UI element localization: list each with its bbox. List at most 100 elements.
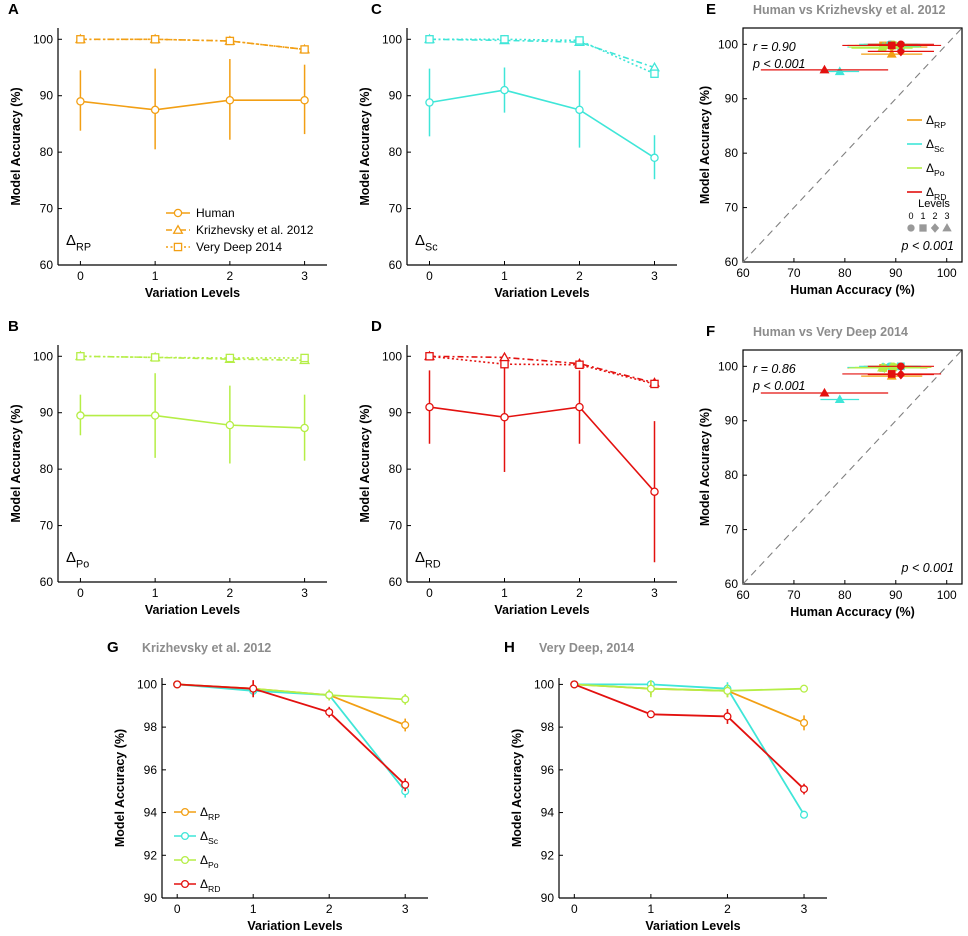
panel-a: 0 1 2 3 60 70 80 90 100 Variation Levels Model Acc… <box>9 28 327 300</box>
levels-marker-diamond <box>930 223 940 233</box>
panel-d-ytick-label: 70 <box>389 519 403 533</box>
identity-diagonal <box>742 27 963 263</box>
series-line-square <box>80 38 305 51</box>
legend-label: Very Deep 2014 <box>196 240 282 254</box>
data-point-square <box>650 69 659 78</box>
panel-f-xlabel: Human Accuracy (%) <box>790 605 915 619</box>
series-line-po <box>574 683 805 692</box>
panel-c-ylabel: Model Accuracy (%) <box>358 87 372 205</box>
panel-g-ylabel: Model Accuracy (%) <box>113 729 127 847</box>
panel-g-xtick-label: 3 <box>402 902 409 916</box>
delta-label-symbol: Δ <box>66 232 76 249</box>
panel-e-xtick-label: 70 <box>787 266 801 280</box>
delta-label-symbol: Δ <box>415 232 425 249</box>
panel-b-ytick-label: 90 <box>40 406 54 420</box>
series-line-rd <box>573 683 805 790</box>
data-point-square <box>76 352 85 361</box>
legend-label-subscript: RP <box>934 120 946 130</box>
data-point <box>646 710 655 719</box>
data-point <box>799 785 809 794</box>
series-line-circle <box>80 414 305 429</box>
series-line-circle <box>429 89 655 159</box>
data-point-circle <box>150 411 160 420</box>
scatter-point-triangle <box>886 48 897 58</box>
panel-e-ytick-label: 80 <box>725 146 739 160</box>
delta-label-subscript: Sc <box>425 241 438 253</box>
panel-h-xtick-label: 3 <box>801 902 808 916</box>
panel-label-h: H <box>504 639 515 656</box>
data-point <box>173 680 182 689</box>
scatter-point-square <box>887 41 896 50</box>
panel-g-ytick-label: 92 <box>144 848 158 862</box>
legend-label-symbol: Δ <box>926 137 934 151</box>
series-line-square <box>429 38 655 75</box>
panel-d-xtick-label: 2 <box>576 586 583 600</box>
data-point <box>401 780 410 789</box>
levels-title: Levels <box>918 198 950 210</box>
panel-title: Human vs Krizhevsky et al. 2012 <box>753 3 946 17</box>
data-point-square <box>650 379 659 389</box>
levels-tick: 1 <box>920 211 925 221</box>
data-point-square <box>425 352 434 361</box>
legend-label: ΔPo <box>200 853 219 870</box>
legend-marker-square <box>173 242 183 252</box>
data-point <box>723 712 732 721</box>
delta-label-subscript: Po <box>76 558 89 570</box>
delta-label-symbol: Δ <box>66 549 76 566</box>
panel-d-ytick-label: 90 <box>389 406 403 420</box>
data-point <box>570 680 579 689</box>
panel-f-ytick-label: 90 <box>725 414 739 428</box>
panel-c-ytick-label: 60 <box>389 258 403 272</box>
panel-label-c: C <box>371 1 382 18</box>
series-line-sc <box>177 683 406 792</box>
panel-g-ytick-label: 94 <box>144 806 158 820</box>
panel-g: 0 1 2 3 90 92 94 96 98 100 Variation Levels Model A… <box>113 641 428 933</box>
delta-label-subscript: RP <box>76 241 91 253</box>
legend-label-subscript: RP <box>208 812 220 822</box>
legend-marker-circle <box>173 208 183 218</box>
panel-c-ytick-label: 100 <box>382 32 402 46</box>
panel-label-a: A <box>8 1 19 18</box>
data-point <box>799 810 809 819</box>
panel-label-b: B <box>8 318 19 335</box>
panel-d-ytick-label: 60 <box>389 575 403 589</box>
panel-e-xtick-label: 60 <box>736 266 750 280</box>
levels-marker-triangle <box>942 223 952 232</box>
panel-b-ytick-label: 60 <box>40 575 54 589</box>
correlation-p: p < 0.001 <box>752 57 805 71</box>
panel-label-e: E <box>706 1 716 18</box>
data-point-circle <box>150 105 160 115</box>
panel-a-ytick-label: 70 <box>40 202 54 216</box>
data-point-circle <box>425 98 434 107</box>
panel-b-ylabel: Model Accuracy (%) <box>9 404 23 522</box>
panel-b-ytick-label: 70 <box>40 519 54 533</box>
panel-f-xtick-label: 90 <box>889 588 903 602</box>
panel-g-xtick-label: 1 <box>250 902 257 916</box>
data-point <box>646 684 655 693</box>
panel-f-frame <box>742 349 963 585</box>
levels-tick: 3 <box>944 211 949 221</box>
panel-label-g: G <box>107 639 119 656</box>
legend-label: ΔRD <box>926 185 946 202</box>
series-line-sc <box>574 683 805 816</box>
correlation-r: r = 0.90 <box>753 40 796 54</box>
panel-a-xtick-label: 1 <box>152 269 159 283</box>
legend-label-symbol: Δ <box>926 185 934 199</box>
panel-b-xlabel: Variation Levels <box>145 603 240 617</box>
data-point <box>723 686 732 695</box>
panel-b-xtick-label: 3 <box>301 586 308 600</box>
scatter-point-circle <box>897 362 905 371</box>
data-point <box>401 695 410 704</box>
panel-label-f: F <box>706 323 715 340</box>
data-point-square <box>225 36 235 46</box>
panel-b-xtick-label: 1 <box>152 586 159 600</box>
legend-marker-triangle <box>172 224 184 234</box>
series-line-square <box>80 355 305 359</box>
legend-label-subscript: RD <box>934 192 946 202</box>
data-point-circle <box>575 402 584 412</box>
series-line-circle <box>80 99 305 111</box>
panel-c-xtick-label: 1 <box>501 269 508 283</box>
legend-label: ΔRD <box>200 877 220 894</box>
panel-c-ytick-label: 80 <box>389 145 403 159</box>
legend-label: Human <box>196 206 235 220</box>
